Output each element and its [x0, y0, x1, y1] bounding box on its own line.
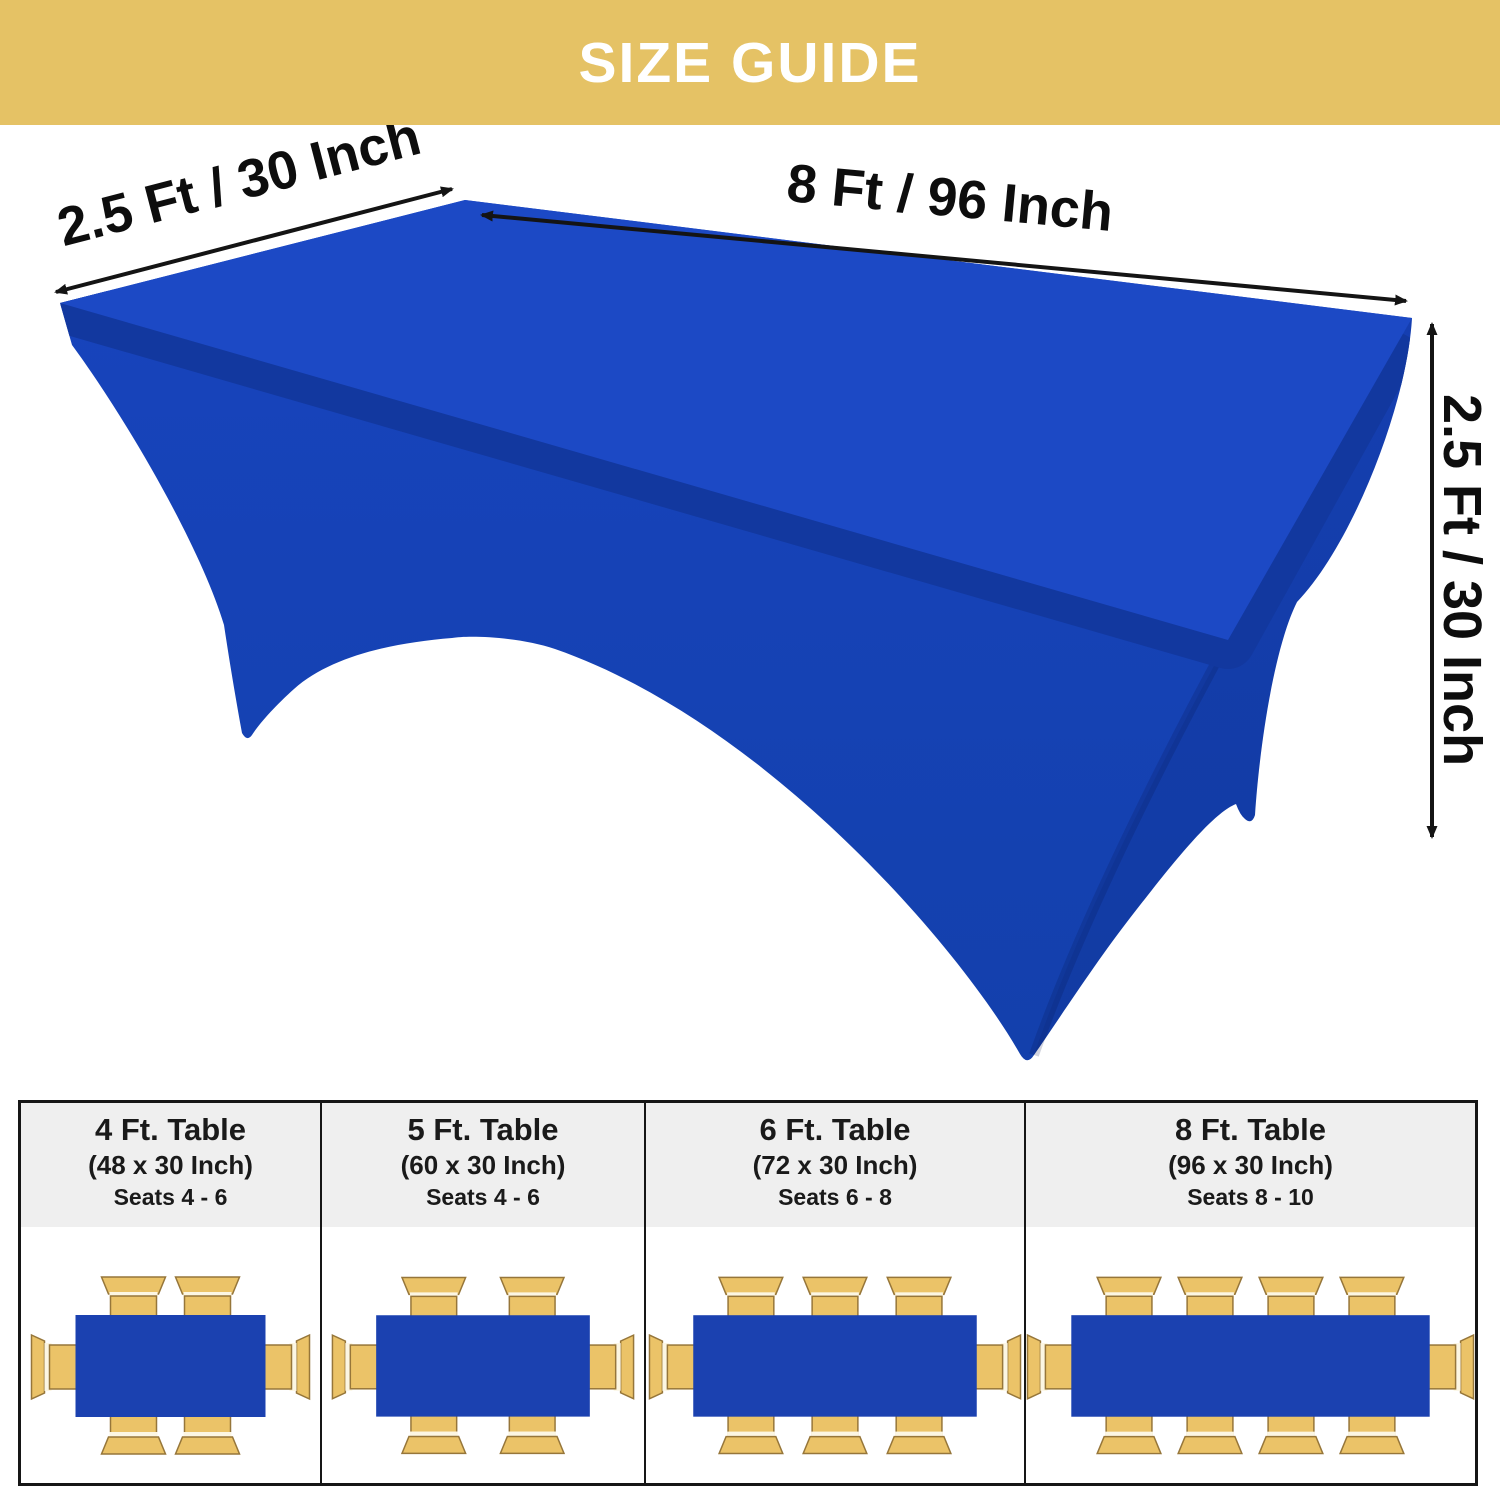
chair-icon: [499, 1276, 566, 1296]
chair-icon: [1258, 1276, 1324, 1296]
chair-highlight: [727, 1431, 775, 1439]
chair-icon: [1044, 1344, 1075, 1390]
chair-highlight: [183, 1432, 232, 1439]
chair-icon: [1177, 1435, 1243, 1455]
size-column-header: 4 Ft. Table (48 x 30 Inch) Seats 4 - 6: [21, 1103, 320, 1227]
seating-diagram-8ft: [1026, 1276, 1475, 1455]
chair-highlight: [895, 1431, 943, 1439]
chair-icon: [400, 1435, 467, 1455]
chair-highlight: [1453, 1343, 1461, 1391]
banner-title: SIZE GUIDE: [578, 30, 922, 95]
table-seats: Seats 4 - 6: [426, 1184, 540, 1210]
chair-highlight: [1186, 1431, 1234, 1439]
chair-icon: [886, 1276, 953, 1296]
table-size-dimensions: (60 x 30 Inch): [400, 1150, 566, 1180]
table-size-title: 6 Ft. Table: [759, 1112, 911, 1147]
chair-highlight: [508, 1431, 557, 1439]
tablecloth-corner-crease: [1029, 637, 1233, 1057]
chair-icon: [648, 1333, 664, 1400]
chair-highlight: [289, 1343, 297, 1391]
chair-highlight: [1105, 1431, 1153, 1439]
chair-icon: [30, 1333, 46, 1401]
chair-icon: [48, 1344, 79, 1390]
chair-icon: [974, 1344, 1004, 1390]
table-size-dimensions: (96 x 30 Inch): [1168, 1150, 1333, 1180]
chair-icon: [802, 1276, 868, 1296]
chair-icon: [1338, 1276, 1405, 1296]
chair-highlight: [44, 1343, 52, 1391]
size-column-6ft: 6 Ft. Table (72 x 30 Inch) Seats 6 - 8: [644, 1103, 1024, 1483]
size-column-4ft: 4 Ft. Table (48 x 30 Inch) Seats 4 - 6: [21, 1103, 320, 1483]
chair-icon: [100, 1436, 167, 1455]
seating-diagram-5ft: [331, 1276, 635, 1455]
chair-icon: [1258, 1435, 1324, 1455]
height-dimension-label: 2.5 Ft / 30 Inch: [1432, 394, 1492, 766]
size-guide-banner: SIZE GUIDE: [0, 0, 1500, 125]
chair-icon: [1177, 1276, 1243, 1296]
chair-highlight: [1000, 1343, 1008, 1391]
table-top-rect: [693, 1315, 977, 1417]
table-size-dimensions: (72 x 30 Inch): [752, 1150, 918, 1180]
size-column-header: 6 Ft. Table (72 x 30 Inch) Seats 6 - 8: [646, 1103, 1024, 1227]
size-comparison-table: 4 Ft. Table (48 x 30 Inch) Seats 4 - 6 5…: [18, 1100, 1478, 1486]
table-seats: Seats 4 - 6: [113, 1184, 228, 1210]
chair-highlight: [345, 1343, 353, 1391]
chair-icon: [331, 1333, 347, 1400]
size-column-header: 8 Ft. Table (96 x 30 Inch) Seats 8 - 10: [1026, 1103, 1475, 1227]
chair-icon: [295, 1333, 311, 1401]
chair-highlight: [613, 1343, 621, 1391]
chair-icon: [1026, 1333, 1042, 1400]
chair-icon: [886, 1435, 953, 1455]
length-dimension-label: 8 Ft / 96 Inch: [784, 153, 1115, 243]
chair-icon: [587, 1344, 617, 1390]
chair-highlight: [1040, 1343, 1048, 1391]
chair-icon: [717, 1276, 784, 1296]
chair-icon: [1338, 1435, 1405, 1455]
size-column-header: 5 Ft. Table (60 x 30 Inch) Seats 4 - 6: [322, 1103, 644, 1227]
chair-icon: [499, 1435, 566, 1455]
chair-icon: [100, 1276, 167, 1295]
seating-diagram-4ft: [30, 1276, 311, 1455]
chair-highlight: [811, 1431, 859, 1439]
chair-icon: [1096, 1435, 1163, 1455]
chair-icon: [666, 1344, 696, 1390]
size-column-8ft: 8 Ft. Table (96 x 30 Inch) Seats 8 - 10: [1024, 1103, 1475, 1483]
table-size-title: 5 Ft. Table: [407, 1112, 559, 1147]
chair-icon: [1459, 1333, 1475, 1400]
tablecloth-illustration: 2.5 Ft / 30 Inch 8 Ft / 96 Inch 2.5 Ft /…: [51, 125, 1492, 1061]
seating-diagram-6ft: [648, 1276, 1022, 1455]
chair-icon: [400, 1276, 467, 1296]
table-top-rect: [376, 1315, 590, 1417]
length-dimension-arrow: [480, 210, 1408, 306]
chair-icon: [1096, 1276, 1163, 1296]
chair-icon: [1006, 1333, 1022, 1400]
tablecloth-top-face: [60, 200, 1412, 640]
chair-highlight: [409, 1431, 458, 1439]
chair-highlight: [109, 1432, 158, 1439]
size-column-5ft: 5 Ft. Table (60 x 30 Inch) Seats 4 - 6: [320, 1103, 644, 1483]
chair-icon: [1426, 1344, 1457, 1390]
chair-icon: [262, 1344, 293, 1390]
chair-highlight: [1267, 1431, 1315, 1439]
chair-icon: [174, 1436, 241, 1455]
table-top-rect: [75, 1315, 266, 1417]
table-top-rect: [1071, 1315, 1430, 1417]
chair-icon: [619, 1333, 635, 1400]
chair-highlight: [1348, 1431, 1396, 1439]
table-size-dimensions: (48 x 30 Inch): [88, 1150, 253, 1180]
table-seats: Seats 6 - 8: [778, 1184, 892, 1210]
chair-highlight: [662, 1343, 670, 1391]
chair-icon: [174, 1276, 241, 1295]
chair-icon: [349, 1344, 379, 1390]
table-size-title: 4 Ft. Table: [94, 1112, 246, 1147]
depth-dimension-arrow: [54, 186, 454, 295]
chair-icon: [802, 1435, 868, 1455]
table-size-title: 8 Ft. Table: [1174, 1112, 1326, 1147]
table-seats: Seats 8 - 10: [1187, 1184, 1314, 1210]
chair-icon: [717, 1435, 784, 1455]
